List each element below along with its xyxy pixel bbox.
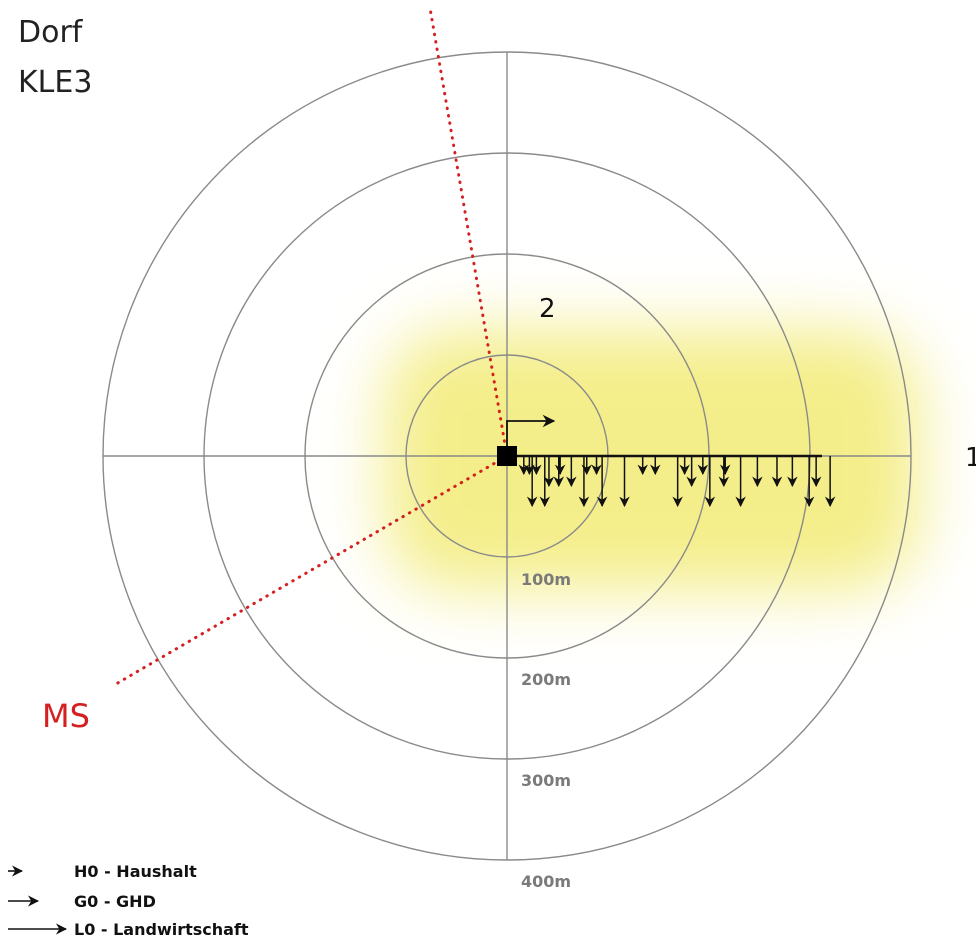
service-area-glow [385,330,920,590]
legend-l0-label: L0 - Landwirtschaft [74,920,249,939]
ms-label: MS [42,697,90,735]
title-line-2: KLE3 [18,65,92,100]
legend-item-g0: G0 - GHD [8,892,156,911]
ms-line-southwest [114,454,509,686]
ring-label-200m: 200m [521,670,571,689]
load-arrows [518,456,836,508]
legend-item-h0: H0 - Haushalt [8,862,197,881]
ring-label-400m: 400m [521,872,571,891]
feeder-2-line [506,414,556,452]
transformer-station [497,446,517,466]
ms-supply-lines [114,6,509,686]
ring-label-100m: 100m [521,570,571,589]
ring-label-300m: 300m [521,771,571,790]
ms-line-north [428,6,509,458]
legend-h0-label: H0 - Haushalt [74,862,197,881]
feeder-2-label: 2 [539,294,556,324]
legend-item-l0: L0 - Landwirtschaft [8,920,249,939]
legend-g0-label: G0 - GHD [74,892,156,911]
title-line-1: Dorf [18,15,84,50]
legend: H0 - Haushalt G0 - GHD L0 - Landwirtscha… [8,862,249,939]
feeder-1-label: 1 [965,443,976,473]
